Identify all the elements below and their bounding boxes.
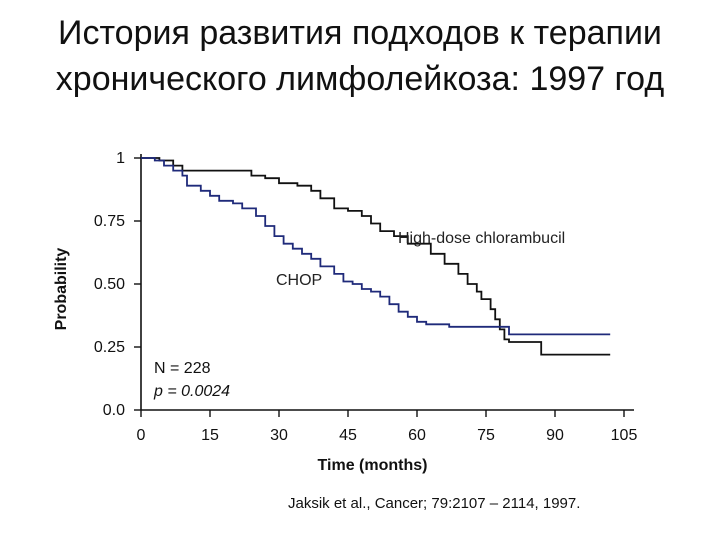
y-tick-label: 0.0 [103, 402, 125, 419]
x-tick-label: 90 [546, 427, 564, 444]
slide-title-line2: хронического лимфолейкоза: 1997 год [55, 60, 665, 98]
series-line-chlorambucil [141, 157, 611, 356]
series-label-chop: CHOP [276, 272, 322, 289]
chart-series [141, 157, 611, 356]
annotation-n: N = 228 [154, 360, 211, 377]
x-tick-label: 45 [339, 427, 357, 444]
slide-title: История развития подходов к терапии хрон… [0, 10, 720, 102]
series-label-chlorambucil: High-dose chlorambucil [398, 230, 565, 247]
chart-axes: 0 15 30 45 60 75 90 105 0.0 0.25 0.50 0.75 1 Time (mo… [53, 150, 637, 474]
y-axis-title: Probability [53, 248, 70, 331]
x-tick-label: 105 [611, 427, 638, 444]
x-tick-label: 15 [201, 427, 219, 444]
annotation-p: p = 0.0024 [153, 383, 230, 400]
series-line-chop [141, 157, 611, 336]
x-tick-label: 0 [137, 427, 146, 444]
citation: Jaksik et al., Cancer; 79:2107 – 2114, 1… [288, 495, 581, 512]
y-tick-label: 1 [116, 150, 125, 167]
y-tick-label: 0.25 [94, 339, 125, 356]
y-tick-label: 0.50 [94, 276, 125, 293]
y-tick-label: 0.75 [94, 213, 125, 230]
x-tick-label: 60 [408, 427, 426, 444]
x-axis-title: Time (months) [318, 457, 428, 474]
chart-labels: High-dose chlorambucil CHOP N = 228 p = 0.0… [153, 230, 565, 400]
slide-title-line1: История развития подходов к терапии [58, 14, 662, 52]
x-tick-label: 75 [477, 427, 495, 444]
x-tick-label: 30 [270, 427, 288, 444]
